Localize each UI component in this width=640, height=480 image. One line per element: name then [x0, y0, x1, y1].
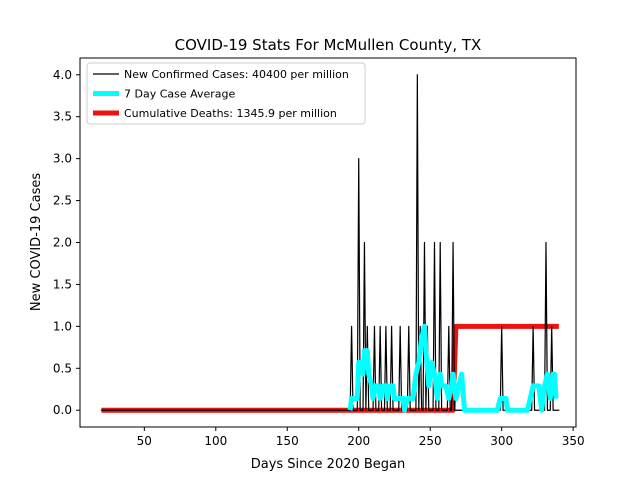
- y-tick-label: 1.0: [53, 319, 72, 333]
- y-tick-label: 2.0: [53, 236, 72, 250]
- legend-box: [86, 62, 366, 125]
- x-tick-label: 300: [490, 434, 513, 448]
- y-tick-label: 3.5: [53, 110, 72, 124]
- x-tick-label: 150: [276, 434, 299, 448]
- y-tick-label: 3.0: [53, 152, 72, 166]
- x-axis: 50 100 150 200 250 300 350: [137, 427, 585, 448]
- series-layer: [100, 74, 560, 413]
- y-tick-label: 0.0: [53, 403, 72, 417]
- y-axis: 0.0 0.5 1.0 1.5 2.0 2.5 3.0 3.5 4.0: [53, 68, 80, 417]
- y-tick-label: 0.5: [53, 361, 72, 375]
- series-line-1: [347, 323, 559, 413]
- x-tick-label: 250: [419, 434, 442, 448]
- x-tick-label: 350: [562, 434, 585, 448]
- y-axis-label: New COVID-19 Cases: [29, 173, 44, 311]
- legend-label-0: New Confirmed Cases: 40400 per million: [124, 68, 349, 81]
- y-tick-label: 1.5: [53, 277, 72, 291]
- legend: New Confirmed Cases: 40400 per million 7 …: [86, 62, 366, 125]
- y-tick-label: 2.5: [53, 194, 72, 208]
- x-tick-label: 50: [137, 434, 152, 448]
- x-axis-label: Days Since 2020 Began: [251, 457, 406, 472]
- legend-label-1: 7 Day Case Average: [124, 88, 236, 101]
- x-tick-label: 200: [347, 434, 370, 448]
- chart-title: COVID-19 Stats For McMullen County, TX: [175, 36, 482, 54]
- legend-label-2: Cumulative Deaths: 1345.9 per million: [124, 107, 337, 120]
- x-tick-label: 100: [204, 434, 227, 448]
- y-tick-label: 4.0: [53, 68, 72, 82]
